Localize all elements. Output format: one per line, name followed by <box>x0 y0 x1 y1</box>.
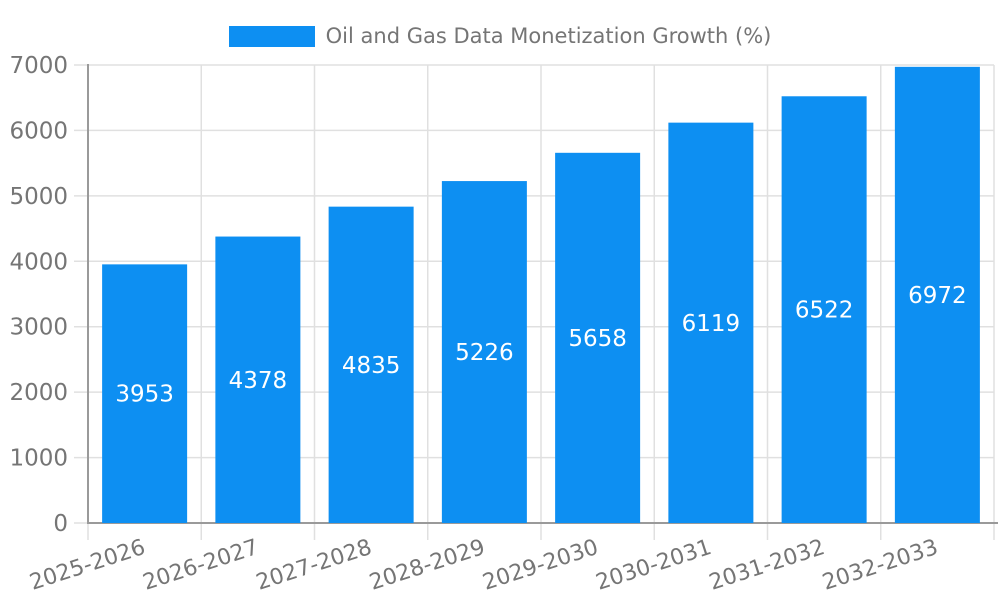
bar-value-label: 4835 <box>342 353 401 379</box>
bar-value-label: 5226 <box>455 340 514 366</box>
legend: Oil and Gas Data Monetization Growth (%) <box>0 24 1000 48</box>
x-tick-label: 2032-2033 <box>819 535 941 596</box>
bar <box>668 122 754 523</box>
bar-value-label: 4378 <box>229 368 288 394</box>
bar-value-label: 6522 <box>795 298 854 324</box>
y-tick-label: 1000 <box>9 446 68 472</box>
bar <box>102 264 188 523</box>
x-tick-label: 2026-2027 <box>140 535 262 596</box>
y-tick-label: 5000 <box>9 184 68 210</box>
bar-value-label: 6972 <box>908 283 967 309</box>
y-tick-label: 6000 <box>9 118 68 144</box>
x-tick-label: 2027-2028 <box>253 535 375 596</box>
x-tick-label: 2025-2026 <box>27 535 149 596</box>
y-tick-label: 0 <box>53 511 68 537</box>
bar-value-label: 3953 <box>115 382 174 408</box>
legend-swatch <box>228 25 315 47</box>
x-tick-label: 2029-2030 <box>480 535 602 596</box>
x-tick-label: 2028-2029 <box>366 535 488 596</box>
y-tick-label: 3000 <box>9 315 68 341</box>
x-tick-label: 2030-2031 <box>593 535 715 596</box>
bar-value-label: 6119 <box>682 311 741 337</box>
bar <box>441 181 527 523</box>
y-tick-label: 4000 <box>9 249 68 275</box>
y-tick-label: 7000 <box>9 53 68 79</box>
bar <box>328 206 414 523</box>
bar <box>555 152 641 523</box>
bar <box>215 236 301 523</box>
bar-value-label: 5658 <box>568 326 627 352</box>
y-tick-label: 2000 <box>9 380 68 406</box>
x-tick-label: 2031-2032 <box>706 535 828 596</box>
bar <box>781 96 867 524</box>
legend-label: Oil and Gas Data Monetization Growth (%) <box>325 24 772 48</box>
bar <box>894 66 980 523</box>
